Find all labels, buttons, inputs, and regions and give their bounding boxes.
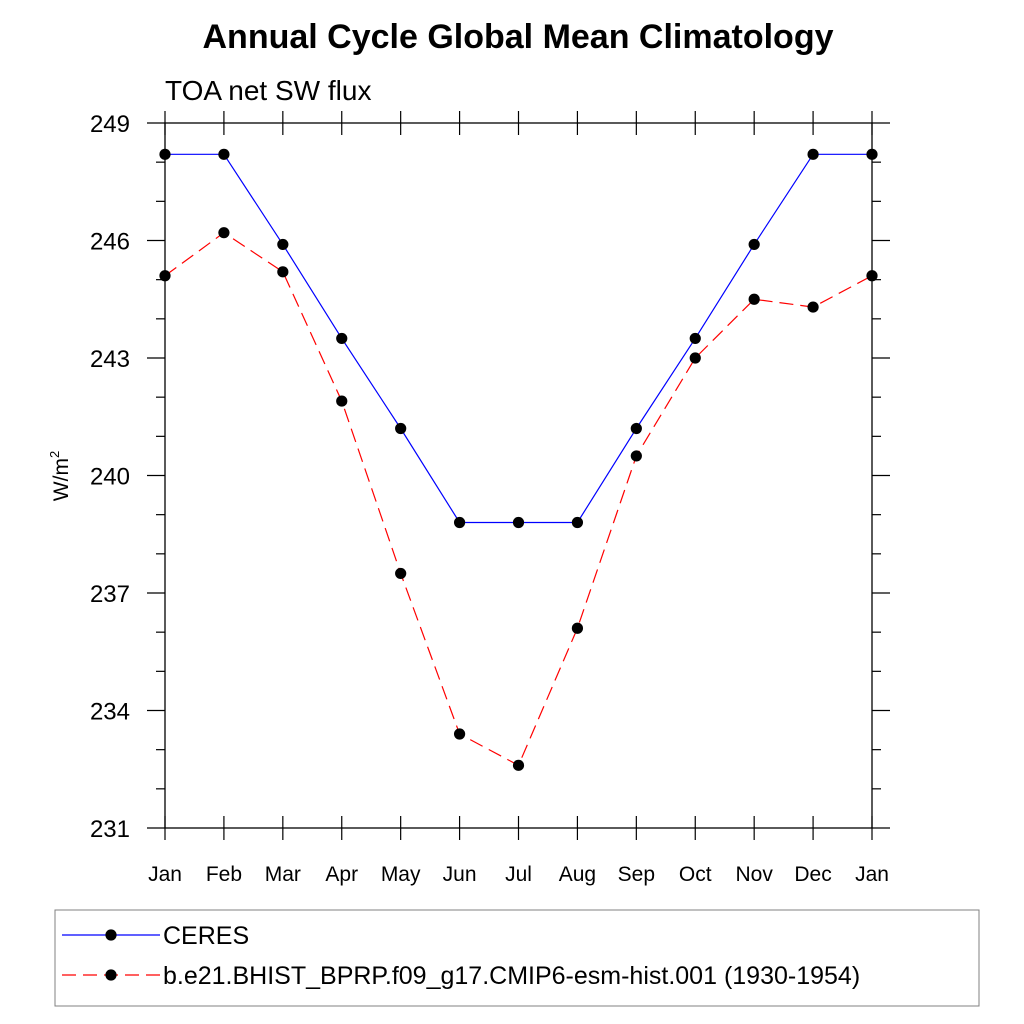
series-1-point (689, 352, 701, 364)
x-tick-label: Jan (855, 863, 889, 886)
series-1-point (571, 622, 584, 634)
x-tick-labels: Jan Feb Mar Apr May Jun Jul Aug Sep Oct Nov Dec Jan (148, 863, 889, 886)
series-0-point (748, 238, 760, 251)
series-1-point (512, 759, 525, 771)
y-axis-label-base: W/m (50, 458, 73, 501)
x-tick-label: May (381, 863, 421, 886)
series-0-point (218, 148, 230, 160)
series-1-point (807, 301, 819, 313)
y-tick-label: 249 (90, 111, 130, 138)
series-0-point (336, 332, 348, 345)
x-tick-label: Apr (325, 863, 358, 886)
x-tick-label: Sep (618, 863, 655, 886)
series-1-point (277, 266, 289, 278)
x-tick-label: Feb (206, 863, 242, 886)
y-tick-label: 231 (90, 816, 130, 843)
y-tick-label: 240 (90, 464, 130, 491)
series-0-point (689, 332, 701, 345)
legend-label-model: b.e21.BHIST_BPRP.f09_g17.CMIP6-esm-hist.… (163, 962, 860, 990)
series-1-point (218, 227, 230, 239)
y-axis-label-superscript: 2 (47, 451, 62, 458)
y-tick-label: 243 (90, 346, 130, 373)
legend-marker-model (105, 969, 117, 981)
chart-subtitle: TOA net SW flux (165, 75, 371, 106)
y-tick-labels: 231 234 237 240 243 246 249 (90, 111, 130, 843)
x-tick-label: Oct (679, 863, 712, 886)
y-tick-label: 246 (90, 229, 130, 256)
plot-frame (164, 122, 873, 829)
series-1-point (453, 728, 466, 740)
series-0-point (512, 516, 525, 529)
series-0-point (807, 148, 819, 160)
x-tick-label: Nov (735, 863, 773, 886)
x-tick-label: Aug (559, 863, 596, 886)
svg-text:W/m2: W/m2 (47, 451, 73, 501)
y-tick-label: 234 (90, 699, 130, 726)
x-tick-label: Jan (148, 863, 182, 886)
series-layer (159, 148, 878, 771)
x-tick-label: Dec (794, 863, 831, 886)
legend: CERES b.e21.BHIST_BPRP.f09_g17.CMIP6-esm… (54, 909, 980, 1007)
axis-ticks (147, 111, 890, 840)
series-0-point (630, 422, 642, 435)
y-axis-label: W/m2 (47, 451, 73, 501)
series-line-0 (165, 153, 872, 524)
x-tick-label: Mar (265, 863, 301, 886)
series-1-point (630, 450, 642, 462)
legend-box (54, 909, 980, 1007)
y-tick-label: 237 (90, 581, 130, 608)
series-1-point (336, 395, 348, 407)
series-1-point (395, 567, 407, 580)
series-0-point (571, 516, 584, 529)
series-0-point (453, 516, 466, 529)
series-0-point (395, 422, 407, 435)
series-line-1 (164, 231, 873, 767)
legend-label-ceres: CERES (163, 922, 249, 950)
legend-marker-ceres (105, 929, 117, 941)
x-tick-label: Jul (505, 863, 532, 886)
series-0-point (277, 238, 289, 251)
x-tick-label: Jun (443, 863, 477, 886)
chart-title: Annual Cycle Global Mean Climatology (203, 18, 834, 56)
series-1-point (748, 293, 760, 305)
